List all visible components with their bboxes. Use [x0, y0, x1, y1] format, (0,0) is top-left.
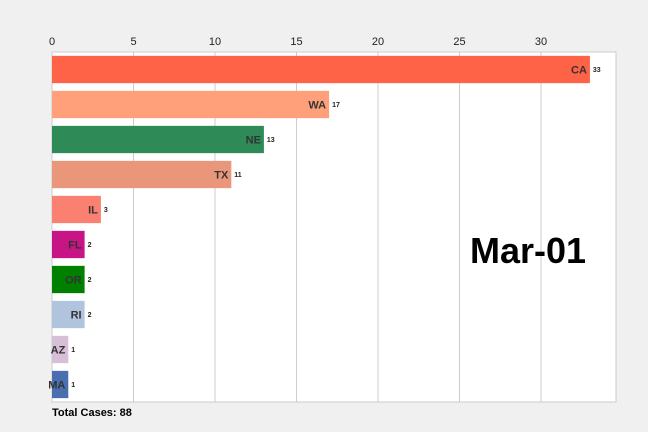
bar-group-wa: WA 17 [52, 90, 340, 119]
bar-category-label: TX [214, 170, 229, 182]
bar-group-fl: FL 2 [52, 230, 92, 259]
bar-category-label: MA [48, 380, 65, 392]
bar-group-tx: TX 11 [52, 160, 242, 189]
date-label: Mar-01 [470, 230, 586, 271]
bar-value-label: 13 [267, 137, 275, 144]
bar-tx [52, 160, 232, 189]
bar-ca [52, 55, 590, 84]
bar-group-ri: RI 2 [52, 300, 92, 329]
bar-value-label: 1 [71, 347, 75, 354]
bar-az [52, 335, 69, 364]
bar-group-or: OR 2 [52, 265, 92, 294]
bar-il [52, 195, 101, 224]
bars: CA 33 WA 17 NE 13 TX 11 IL 3 FL 2 OR 2 RI 2 AZ 1 MA 1 [48, 55, 601, 399]
total-cases-label: Total Cases: 88 [52, 407, 132, 419]
bar-fl [52, 230, 85, 259]
x-tick-label: 0 [49, 36, 55, 48]
bar-value-label: 33 [593, 67, 601, 74]
bar-ne [52, 125, 264, 154]
bar-value-label: 2 [88, 277, 92, 284]
bar-ma [52, 370, 69, 399]
bar-value-label: 11 [234, 172, 242, 179]
bar-category-label: FL [68, 240, 82, 252]
bar-value-label: 1 [71, 382, 75, 389]
bar-category-label: CA [571, 65, 587, 77]
bar-value-label: 2 [88, 312, 92, 319]
bar-value-label: 17 [332, 102, 340, 109]
bar-or [52, 265, 85, 294]
x-tick-label: 5 [130, 36, 136, 48]
bar-category-label: OR [65, 275, 82, 287]
x-tick-labels: 0 5 10 15 20 25 30 [49, 36, 547, 48]
x-tick-label: 25 [453, 36, 465, 48]
x-tick-label: 30 [535, 36, 547, 48]
bar-group-ca: CA 33 [52, 55, 601, 84]
x-tick-label: 20 [372, 36, 384, 48]
x-tick-label: 10 [209, 36, 221, 48]
bar-ri [52, 300, 85, 329]
bar-category-label: NE [246, 135, 261, 147]
bar-group-ne: NE 13 [52, 125, 275, 154]
bar-group-az: AZ 1 [51, 335, 75, 364]
bar-value-label: 3 [104, 207, 108, 214]
bar-group-il: IL 3 [52, 195, 108, 224]
bar-wa [52, 90, 330, 119]
bar-group-ma: MA 1 [48, 370, 75, 399]
bar-category-label: WA [308, 100, 326, 112]
bar-category-label: IL [88, 205, 98, 217]
bar-category-label: AZ [51, 345, 66, 357]
x-tick-label: 15 [290, 36, 302, 48]
bar-category-label: RI [71, 310, 82, 322]
bar-value-label: 2 [88, 242, 92, 249]
